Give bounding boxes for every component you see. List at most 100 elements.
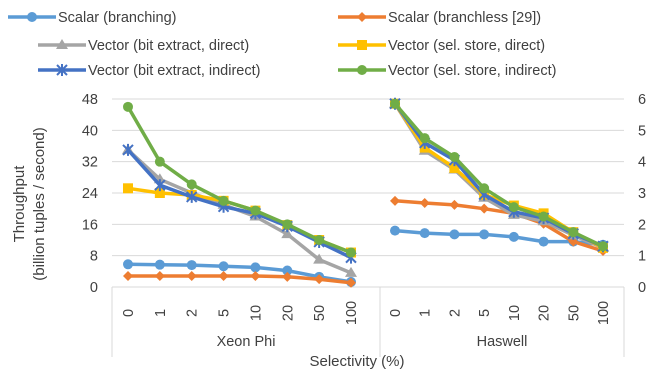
data-point xyxy=(449,199,460,210)
data-point xyxy=(218,271,229,282)
left-tick-label: 8 xyxy=(90,249,98,265)
x-tick-label: 5 xyxy=(217,309,233,317)
data-point xyxy=(281,228,294,239)
x-axis-title: Selectivity (%) xyxy=(309,353,404,370)
right-tick-label: 1 xyxy=(638,249,646,265)
series xyxy=(123,101,356,258)
data-point xyxy=(123,259,133,270)
series xyxy=(123,259,356,287)
x-tick-label: 1 xyxy=(418,309,434,317)
x-tick-label: 0 xyxy=(121,309,137,317)
data-point xyxy=(479,183,490,194)
data-point xyxy=(314,274,325,285)
group-label: Haswell xyxy=(477,334,528,350)
data-point xyxy=(390,195,400,206)
legend-swatch-marker xyxy=(27,12,37,22)
x-tick-label: 20 xyxy=(537,305,553,321)
data-point xyxy=(313,253,326,264)
plot-frame xyxy=(111,286,625,357)
x-tick-label: 2 xyxy=(447,309,463,317)
legend-label: Vector (bit extract, indirect) xyxy=(88,63,260,79)
left-axis: 0 8 16 24 32 40 48 xyxy=(82,92,98,296)
data-point xyxy=(449,151,460,162)
data-point xyxy=(282,219,293,230)
data-point xyxy=(154,271,165,282)
data-point xyxy=(449,229,460,240)
right-tick-label: 0 xyxy=(638,280,646,296)
series-line xyxy=(127,262,352,284)
legend-label: Scalar (branching) xyxy=(58,10,176,26)
data-point xyxy=(154,259,165,270)
x-tick-label: 50 xyxy=(566,305,582,321)
left-tick-label: 24 xyxy=(82,186,98,202)
grid xyxy=(112,98,624,257)
series-line xyxy=(393,102,604,250)
data-point xyxy=(479,229,490,240)
right-tick-label: 3 xyxy=(638,186,646,202)
data-point xyxy=(419,228,430,239)
group-label: Xeon Phi xyxy=(217,334,276,350)
data-point xyxy=(186,190,198,203)
legend-label: Vector (sel. store, direct) xyxy=(388,38,545,54)
legend-label: Vector (sel. store, indirect) xyxy=(388,63,556,79)
right-tick-label: 2 xyxy=(638,217,646,233)
data-point xyxy=(449,162,460,173)
data-point xyxy=(479,203,490,214)
right-tick-label: 5 xyxy=(638,123,646,139)
series-line xyxy=(128,274,352,285)
right-tick-label: 4 xyxy=(638,155,646,171)
legend-item: Vector (bit extract, indirect) xyxy=(38,63,260,79)
x-axis: 0 1 2 5 10 20 50 100 Xeon Phi 0 1 2 5 10 20 50 100 Haswel… xyxy=(121,301,612,350)
data-point xyxy=(538,236,549,247)
x-tick-label: 100 xyxy=(344,301,360,325)
right-tick-label: 6 xyxy=(638,92,646,108)
data-point xyxy=(598,241,608,252)
series xyxy=(123,183,356,258)
data-point xyxy=(314,235,325,245)
x-tick-label: 10 xyxy=(248,305,264,321)
left-tick-label: 40 xyxy=(82,123,98,139)
group-xeon-phi xyxy=(122,101,357,288)
data-point xyxy=(250,205,261,216)
x-tick-label: 1 xyxy=(153,309,169,317)
x-tick-label: 20 xyxy=(280,305,296,321)
left-tick-label: 48 xyxy=(82,92,98,108)
legend-swatch-marker xyxy=(56,39,68,49)
data-point xyxy=(508,202,519,213)
series-line xyxy=(393,102,604,248)
data-point xyxy=(122,143,134,156)
legend-swatch-marker xyxy=(357,12,367,22)
data-point xyxy=(282,265,293,276)
data-point xyxy=(218,261,229,272)
data-point xyxy=(123,271,133,282)
x-tick-label: 0 xyxy=(388,309,404,317)
series-layer xyxy=(122,97,609,288)
series xyxy=(123,271,356,288)
data-point xyxy=(390,225,400,236)
legend-label: Scalar (branchless [29]) xyxy=(388,10,541,26)
series-line xyxy=(126,105,352,255)
x-tick-label: 5 xyxy=(477,309,493,317)
data-point xyxy=(154,188,165,198)
data-point xyxy=(346,247,356,258)
x-tick-label: 50 xyxy=(312,305,328,321)
legend-item: Vector (sel. store, direct) xyxy=(338,38,545,54)
data-point xyxy=(538,211,549,222)
legend-item: Vector (sel. store, indirect) xyxy=(338,63,556,79)
data-point xyxy=(390,98,400,109)
data-point xyxy=(345,266,357,277)
data-point xyxy=(154,156,165,167)
data-point xyxy=(282,271,293,282)
series xyxy=(390,98,608,252)
left-tick-label: 16 xyxy=(82,217,98,233)
data-point xyxy=(346,277,356,288)
legend-swatch-marker xyxy=(56,64,68,76)
data-point xyxy=(250,262,261,273)
data-point xyxy=(186,271,197,282)
data-point xyxy=(186,179,197,190)
x-tick-label: 2 xyxy=(185,309,201,317)
series-line xyxy=(393,102,604,250)
data-point xyxy=(508,231,519,242)
legend-item: Scalar (branchless [29]) xyxy=(338,10,541,26)
